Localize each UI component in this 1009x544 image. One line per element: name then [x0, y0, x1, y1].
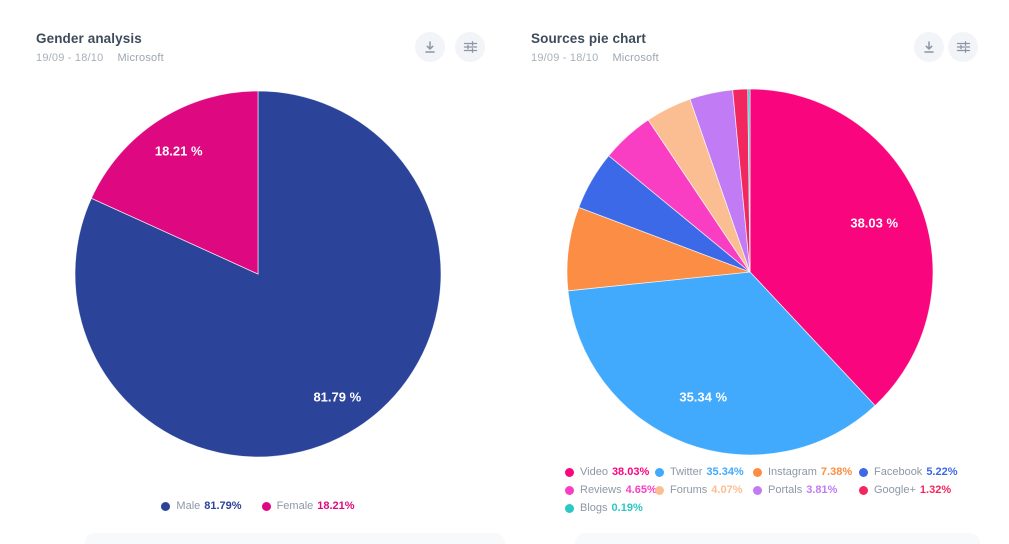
legend-item-portals[interactable]: Portals 3.81%: [753, 483, 859, 497]
date-range: 19/09 - 18/10: [531, 52, 599, 64]
legend-label: Blogs: [580, 502, 608, 514]
legend-label: Instagram: [768, 466, 817, 478]
legend-value: 38.03%: [611, 466, 650, 478]
legend-value: 3.81%: [806, 484, 838, 496]
legend-dot-google: [859, 485, 868, 495]
sliders-icon: [463, 40, 478, 54]
legend-item-blogs[interactable]: Blogs 0.19%: [565, 501, 655, 515]
legend-label: Twitter: [670, 466, 703, 478]
settings-button[interactable]: [455, 32, 485, 62]
legend-item-google[interactable]: Google+ 1.32%: [859, 483, 1005, 497]
legend-value: 18.21%: [317, 500, 355, 512]
pie-slice-video[interactable]: [749, 88, 934, 407]
brand-filter-label: Microsoft: [612, 52, 659, 64]
legend-item-reviews[interactable]: Reviews 4.65%: [565, 483, 657, 497]
legend-item-instagram[interactable]: Instagram 7.38%: [753, 465, 859, 479]
legend-item-video[interactable]: Video 38.03%: [565, 465, 655, 479]
sliders-icon: [956, 40, 971, 54]
card-bottom-edge: [85, 533, 505, 544]
card-subtitle: 19/09 - 18/10 Microsoft: [36, 52, 164, 64]
legend-item-forums[interactable]: Forums 4.07%: [655, 483, 753, 497]
legend-value: 4.65%: [625, 484, 657, 496]
legend-label: Google+: [874, 484, 916, 496]
sources-pie-chart: 38.03 % 35.34 %: [566, 88, 934, 456]
legend-value: 7.38%: [820, 466, 853, 478]
pie-slice-female[interactable]: [90, 90, 259, 275]
legend-value: 5.22%: [926, 466, 958, 478]
legend-label: Female: [276, 500, 314, 512]
sources-legend: Video 38.03% Twitter 35.34% Instagram 7.38% Fa…: [565, 465, 1005, 515]
legend-dot-facebook: [859, 467, 868, 477]
gender-legend: Male 81.79% Female 18.21%: [72, 499, 444, 513]
legend-value: 35.34%: [706, 466, 744, 478]
legend-dot-instagram: [753, 467, 762, 477]
pie-slice-blogs[interactable]: [747, 88, 751, 273]
legend-value: 0.19%: [611, 502, 643, 514]
card-subtitle: 19/09 - 18/10 Microsoft: [531, 52, 659, 64]
legend-item-twitter[interactable]: Twitter 35.34%: [655, 465, 753, 479]
card-bottom-edge: [575, 533, 980, 544]
legend-label: Portals: [768, 484, 803, 496]
settings-button[interactable]: [948, 32, 978, 62]
brand-filter-label: Microsoft: [117, 52, 164, 64]
legend-label: Male: [176, 500, 201, 512]
legend-label: Forums: [670, 484, 708, 496]
card-title: Sources pie chart: [531, 31, 646, 46]
date-range: 19/09 - 18/10: [36, 52, 104, 64]
legend-dot-reviews: [565, 485, 574, 495]
legend-value: 1.32%: [919, 484, 952, 496]
legend-label: Reviews: [580, 484, 622, 496]
gender-pie-chart: 81.79 % 18.21 %: [74, 90, 442, 458]
legend-dot-blogs: [565, 503, 574, 513]
legend-dot-twitter: [655, 467, 664, 477]
download-button[interactable]: [415, 32, 445, 62]
legend-dot-forums: [655, 485, 664, 495]
slice-label-female: 18.21 %: [155, 143, 203, 158]
legend-item-female[interactable]: Female 18.21%: [261, 499, 355, 513]
legend-label: Video: [580, 466, 608, 478]
legend-value: 4.07%: [711, 484, 743, 496]
slice-label-male: 81.79 %: [313, 390, 361, 405]
legend-dot-female: [261, 501, 271, 511]
legend-item-male[interactable]: Male 81.79%: [161, 499, 242, 513]
legend-label: Facebook: [874, 466, 923, 478]
pie-slice-male[interactable]: [74, 90, 442, 458]
download-button[interactable]: [914, 32, 944, 62]
slice-label-video: 38.03 %: [850, 215, 898, 230]
legend-dot-video: [565, 467, 574, 477]
download-icon: [423, 40, 437, 54]
legend-dot-male: [161, 501, 171, 511]
slice-label-twitter: 35.34 %: [679, 390, 727, 405]
legend-dot-portals: [753, 485, 762, 495]
card-title: Gender analysis: [36, 31, 142, 46]
legend-item-facebook[interactable]: Facebook 5.22%: [859, 465, 1005, 479]
legend-value: 81.79%: [204, 500, 242, 512]
download-icon: [922, 40, 936, 54]
pie-slice-twitter[interactable]: [567, 271, 876, 456]
